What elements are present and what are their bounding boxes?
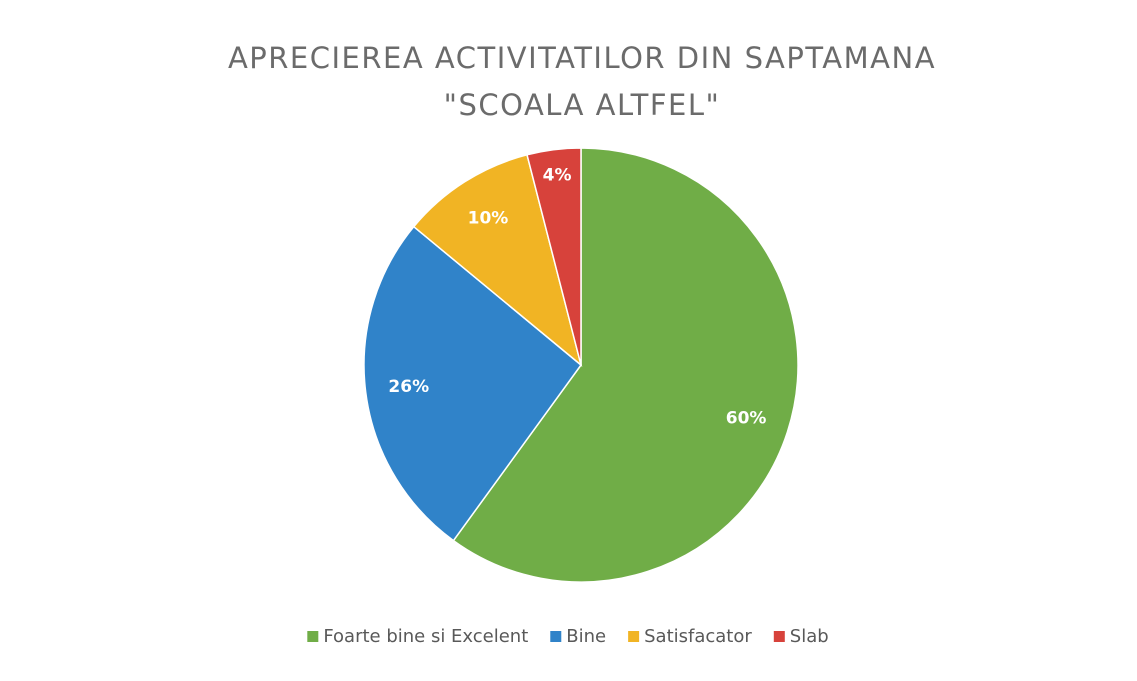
data-label: 10%	[468, 208, 509, 228]
legend-swatch	[628, 631, 640, 642]
chart-title: "SCOALA ALTFEL"	[444, 88, 721, 122]
chart-title: APRECIEREA ACTIVITATILOR DIN SAPTAMANA	[228, 41, 936, 75]
pie-slice	[412, 153, 583, 368]
legend-label: Foarte bine si Excelent	[323, 626, 528, 647]
data-label: 4%	[543, 166, 572, 186]
pie-slice	[363, 225, 583, 542]
legend-label: Satisfacator	[644, 626, 752, 647]
legend-swatch	[307, 631, 319, 642]
legend-swatch	[773, 631, 785, 642]
data-label: 26%	[388, 377, 429, 397]
legend-swatch	[550, 631, 562, 642]
legend-label: Bine	[566, 626, 606, 647]
pie-slice	[452, 147, 799, 583]
legend-label: Slab	[790, 626, 829, 647]
pie-slice	[526, 147, 582, 366]
data-label: 60%	[726, 409, 767, 429]
